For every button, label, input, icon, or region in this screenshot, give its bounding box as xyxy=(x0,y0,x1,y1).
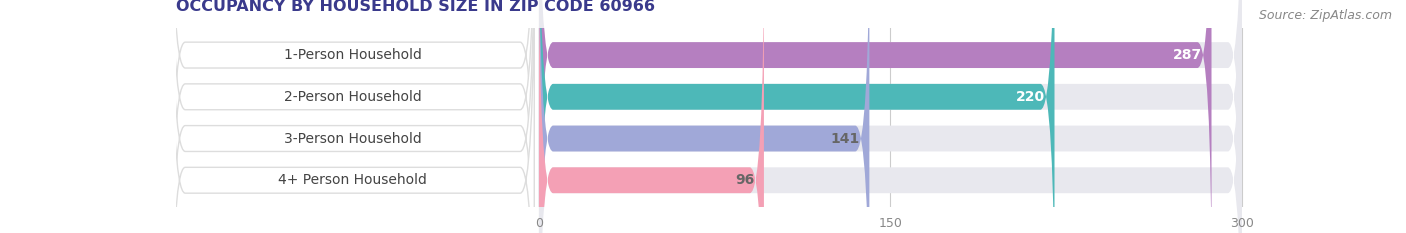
FancyBboxPatch shape xyxy=(538,0,763,233)
FancyBboxPatch shape xyxy=(538,0,1241,233)
Text: Source: ZipAtlas.com: Source: ZipAtlas.com xyxy=(1258,9,1392,22)
Text: 3-Person Household: 3-Person Household xyxy=(284,131,422,146)
Text: 2-Person Household: 2-Person Household xyxy=(284,90,422,104)
Text: 141: 141 xyxy=(831,131,860,146)
Text: 287: 287 xyxy=(1173,48,1202,62)
Text: 1-Person Household: 1-Person Household xyxy=(284,48,422,62)
FancyBboxPatch shape xyxy=(538,0,1212,233)
FancyBboxPatch shape xyxy=(172,0,534,233)
FancyBboxPatch shape xyxy=(538,0,1241,233)
FancyBboxPatch shape xyxy=(538,0,1054,233)
FancyBboxPatch shape xyxy=(538,0,1241,233)
FancyBboxPatch shape xyxy=(538,0,869,233)
Text: 4+ Person Household: 4+ Person Household xyxy=(278,173,427,187)
Text: 96: 96 xyxy=(735,173,755,187)
Text: OCCUPANCY BY HOUSEHOLD SIZE IN ZIP CODE 60966: OCCUPANCY BY HOUSEHOLD SIZE IN ZIP CODE … xyxy=(176,0,655,14)
FancyBboxPatch shape xyxy=(172,0,534,233)
FancyBboxPatch shape xyxy=(172,0,534,233)
FancyBboxPatch shape xyxy=(172,0,534,233)
FancyBboxPatch shape xyxy=(538,0,1241,233)
Text: 220: 220 xyxy=(1017,90,1045,104)
